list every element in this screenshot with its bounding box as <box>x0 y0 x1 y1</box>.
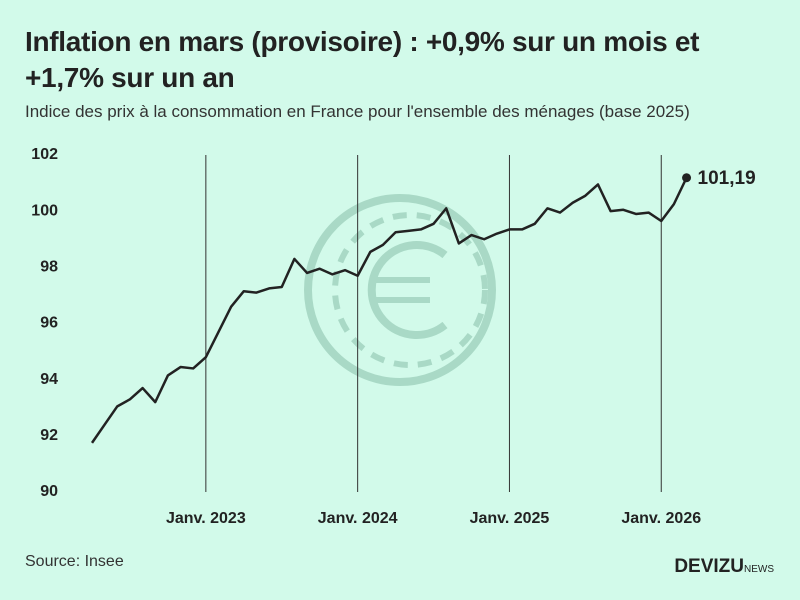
x-tick-label: Janv. 2023 <box>166 510 246 527</box>
chart-title: Inflation en mars (provisoire) : +0,9% s… <box>25 26 700 93</box>
line <box>90 177 688 444</box>
source: Source: Insee <box>25 553 124 570</box>
brand: DEVIZUNEWS <box>674 556 774 578</box>
chart-subtitle: Indice des prix à la consommation en Fra… <box>25 102 690 121</box>
point <box>682 173 692 183</box>
y-tick-label: 96 <box>40 315 58 332</box>
y-tick-label: 102 <box>31 146 58 163</box>
value-label: 101,19 <box>698 168 756 189</box>
y-tick-label: 92 <box>40 427 58 444</box>
y-tick-label: 94 <box>40 371 58 388</box>
coin-watermark <box>304 194 496 386</box>
brand-name: DEVIZU <box>674 556 744 577</box>
y-tick-label: 100 <box>31 202 58 219</box>
y-tick-label: 98 <box>40 259 58 276</box>
y-tick-label: 90 <box>40 483 58 500</box>
x-tick-label: Janv. 2026 <box>621 510 701 527</box>
brand-suffix: NEWS <box>744 564 774 575</box>
x-tick-label: Janv. 2025 <box>470 510 550 527</box>
x-tick-label: Janv. 2024 <box>318 510 398 527</box>
